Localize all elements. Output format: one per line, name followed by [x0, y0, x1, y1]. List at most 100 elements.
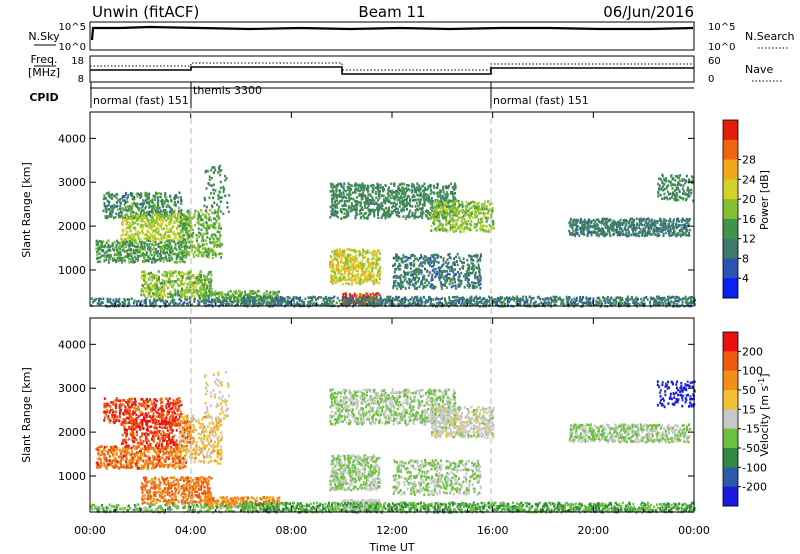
echo-cell: [420, 261, 423, 265]
echo-cell: [166, 215, 169, 218]
echo-cell: [189, 295, 192, 299]
echo-cell: [455, 222, 458, 225]
echo-cell: [396, 210, 399, 214]
echo-cell: [192, 284, 195, 287]
echo-cell: [381, 204, 384, 208]
echo-cell: [403, 202, 406, 206]
echo-cell: [161, 216, 163, 219]
echo-cell: [462, 214, 465, 218]
echo-cell: [206, 275, 208, 278]
echo-cell: [127, 195, 129, 199]
echo-cell: [170, 245, 173, 249]
echo-cell: [128, 261, 131, 264]
echo-cell: [342, 293, 345, 296]
echo-cell: [155, 243, 158, 246]
echo-cell: [322, 297, 325, 300]
echo-cell: [377, 248, 380, 252]
echo-cell: [566, 297, 568, 301]
echo-cell: [501, 302, 504, 306]
echo-cell: [330, 300, 333, 304]
echo-cell: [179, 284, 182, 287]
echo-cell: [549, 302, 552, 305]
echo-cell: [403, 279, 406, 282]
echo-cell: [270, 303, 273, 306]
echo-cell: [136, 248, 139, 252]
echo-cell: [476, 214, 479, 218]
echo-cell: [299, 303, 302, 306]
echo-cell: [126, 213, 129, 216]
echo-cell: [479, 227, 482, 231]
echo-cell: [409, 267, 412, 270]
echo-cell: [344, 270, 346, 274]
echo-cell: [142, 290, 145, 293]
echo-cell: [218, 164, 221, 168]
echo-cell: [261, 296, 264, 300]
echo-cell: [602, 228, 604, 231]
echo-cell: [199, 232, 202, 236]
echo-cell: [378, 208, 381, 212]
echo-cell: [605, 297, 608, 300]
echo-cell: [604, 218, 607, 222]
echo-cell: [241, 297, 244, 300]
echo-cell: [573, 297, 576, 301]
echo-cell: [454, 187, 457, 190]
echo-cell: [352, 264, 355, 268]
echo-cell: [397, 302, 400, 306]
echo-cell: [437, 266, 440, 270]
echo-cell: [560, 302, 563, 305]
echo-cell: [482, 204, 485, 207]
echo-cell: [338, 248, 341, 252]
echo-cell: [366, 187, 369, 190]
echo-cell: [586, 302, 589, 306]
echo-cell: [479, 221, 481, 224]
echo-cell: [664, 298, 667, 302]
echo-cell: [148, 293, 151, 297]
echo-cell: [368, 300, 371, 303]
echo-cell: [601, 302, 603, 305]
echo-cell: [175, 256, 178, 259]
echo-cell: [169, 222, 172, 225]
echo-cell: [158, 213, 161, 216]
echo-cell: [449, 215, 452, 218]
echo-cell: [454, 268, 457, 271]
echo-cell: [425, 198, 428, 202]
echo-cell: [474, 275, 476, 278]
echo-cell: [371, 280, 374, 283]
echo-cell: [615, 223, 618, 227]
echo-cell: [431, 199, 434, 203]
echo-cell: [433, 217, 436, 221]
echo-cell: [198, 212, 200, 216]
echo-cell: [359, 303, 362, 307]
echo-cell: [458, 273, 461, 276]
echo-cell: [162, 208, 165, 212]
echo-cell: [516, 299, 518, 302]
echo-cell: [371, 270, 374, 273]
echo-cell: [354, 184, 357, 188]
echo-cell: [139, 214, 142, 217]
echo-cell: [308, 296, 311, 299]
echo-cell: [248, 292, 251, 295]
echo-cell: [160, 222, 163, 226]
echo-cell: [255, 294, 258, 297]
echo-cell: [435, 229, 438, 233]
echo-cell: [547, 303, 550, 307]
echo-cell: [452, 275, 455, 278]
echo-cell: [434, 285, 437, 289]
echo-cell: [103, 259, 106, 263]
echo-cell: [219, 234, 222, 237]
echo-cell: [531, 296, 533, 300]
echo-cell: [357, 261, 360, 265]
echo-cell: [367, 259, 370, 262]
echo-cell: [152, 257, 155, 261]
echo-cell: [166, 213, 169, 217]
echo-cell: [208, 183, 211, 187]
echo-cell: [414, 296, 417, 299]
echo-cell: [201, 278, 204, 282]
echo-cell: [362, 279, 365, 282]
echo-cell: [155, 231, 158, 234]
echo-cell: [218, 237, 221, 240]
echo-cell: [483, 300, 486, 304]
echo-cell: [353, 292, 356, 296]
echo-cell: [691, 301, 693, 305]
echo-cell: [403, 255, 406, 259]
